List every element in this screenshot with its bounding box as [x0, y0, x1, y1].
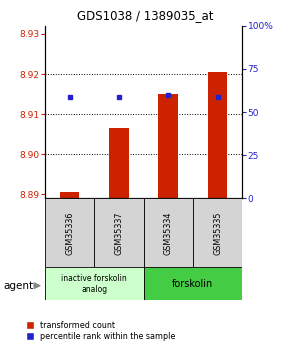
- Text: forskolin: forskolin: [172, 279, 213, 289]
- Text: GDS1038 / 1389035_at: GDS1038 / 1389035_at: [77, 9, 213, 22]
- Bar: [144, 267, 242, 300]
- Bar: [193, 198, 242, 267]
- Bar: [158, 94, 178, 198]
- Text: inactive forskolin
analog: inactive forskolin analog: [61, 274, 127, 294]
- Bar: [45, 198, 94, 267]
- Text: GSM35337: GSM35337: [114, 211, 124, 255]
- Text: GSM35335: GSM35335: [213, 211, 222, 255]
- Bar: [94, 198, 144, 267]
- Bar: [60, 193, 79, 198]
- Text: GSM35334: GSM35334: [164, 211, 173, 255]
- Bar: [109, 128, 129, 198]
- Bar: [208, 72, 227, 198]
- Bar: [45, 267, 144, 300]
- Legend: transformed count, percentile rank within the sample: transformed count, percentile rank withi…: [27, 321, 175, 341]
- Bar: [144, 198, 193, 267]
- Text: agent: agent: [3, 281, 33, 290]
- Text: GSM35336: GSM35336: [65, 211, 74, 255]
